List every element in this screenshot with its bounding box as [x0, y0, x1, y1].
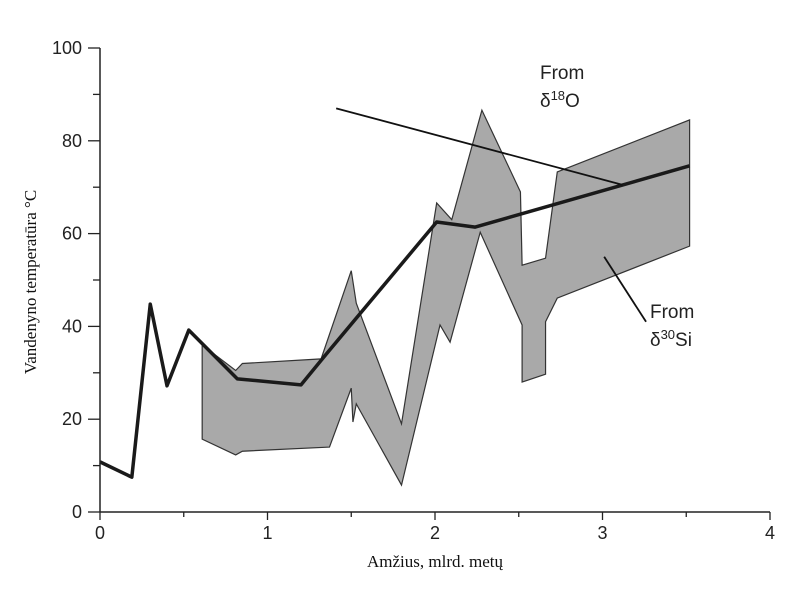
annotation-label: From — [540, 63, 584, 84]
y-tick-label: 40 — [62, 316, 82, 336]
line-layer — [99, 164, 691, 479]
y-tick-label: 80 — [62, 131, 82, 151]
series-line-o18 — [99, 164, 691, 479]
y-tick-label: 20 — [62, 409, 82, 429]
uncertainty-band-si30 — [201, 108, 691, 487]
y-axis-label: Vandenyno temperatūra °C — [21, 190, 40, 374]
annotation-isotope: δ30Si — [650, 327, 692, 351]
annotations: From δ18O From δ30Si — [335, 63, 694, 351]
annotation-arrow — [335, 107, 623, 186]
x-axis-label: Amžius, mlrd. metų — [367, 552, 503, 571]
x-tick-label: 2 — [430, 523, 440, 543]
x-tick-label: 4 — [765, 523, 775, 543]
y-tick-label: 60 — [62, 224, 82, 244]
annotation-label: From — [650, 302, 694, 323]
annotation-arrow — [603, 256, 647, 323]
y-tick-label: 0 — [72, 502, 82, 522]
x-tick-label: 0 — [95, 523, 105, 543]
annotation-isotope: δ18O — [540, 88, 580, 112]
x-tick-label: 3 — [597, 523, 607, 543]
x-tick-label: 1 — [262, 523, 272, 543]
band-layer — [201, 108, 691, 487]
y-tick-label: 100 — [52, 38, 82, 58]
